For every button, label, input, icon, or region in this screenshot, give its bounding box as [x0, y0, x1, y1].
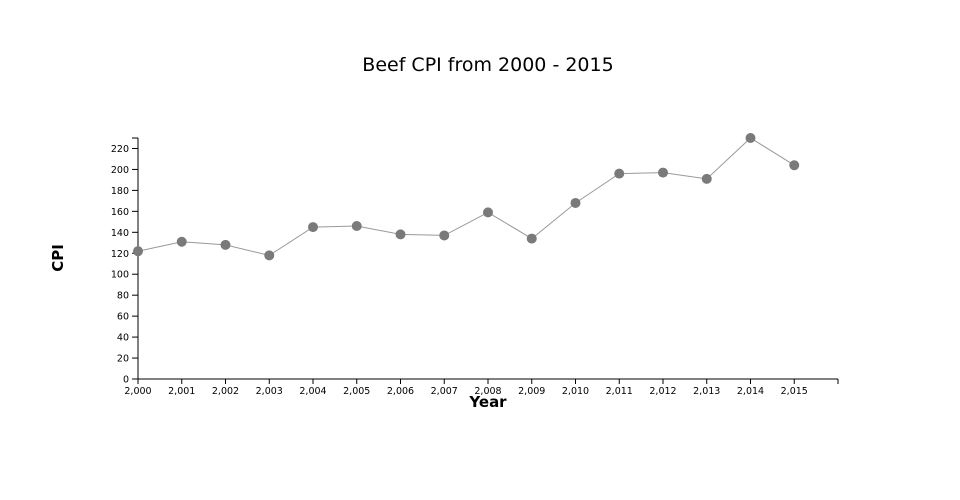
data-point[interactable] [570, 197, 581, 208]
y-tick-label: 0 [123, 375, 129, 386]
data-point[interactable] [395, 229, 406, 240]
y-axis-title: CPI [49, 244, 67, 272]
y-tick-label: 220 [111, 144, 129, 155]
x-tick-label: 2,001 [168, 386, 195, 397]
x-axis-title: Year [468, 393, 507, 411]
y-tick-label: 60 [117, 312, 129, 323]
series-line [137, 137, 795, 256]
data-point[interactable] [176, 236, 187, 247]
data-point[interactable] [308, 222, 318, 233]
y-tick-label: 100 [111, 270, 129, 281]
data-point[interactable] [439, 230, 450, 241]
data-point[interactable] [745, 133, 756, 143]
x-tick-label: 2,008 [474, 386, 501, 397]
data-point[interactable] [526, 233, 537, 244]
data-point[interactable] [264, 250, 275, 261]
y-tick-label: 20 [117, 354, 129, 365]
data-point[interactable] [220, 239, 231, 250]
data-point[interactable] [351, 221, 362, 232]
y-tick-label: 40 [117, 333, 129, 344]
y-tick-label: 160 [111, 207, 129, 218]
x-tick-label: 2,005 [343, 386, 370, 397]
y-tick-label: 80 [117, 291, 129, 302]
x-tick-label: 2,012 [649, 386, 676, 397]
x-tick-label: 2,009 [518, 386, 545, 397]
data-point[interactable] [658, 167, 668, 178]
x-tick-label: 2,015 [781, 386, 808, 397]
x-tick-label: 2,013 [693, 386, 720, 397]
y-tick-label: 120 [111, 249, 129, 260]
y-tick-label: 200 [111, 165, 129, 176]
data-point[interactable] [789, 160, 800, 171]
y-axis-ticks: 0 20 40 60 80 100 120 140 160 180 200 220 [111, 144, 138, 386]
data-point[interactable] [614, 168, 625, 179]
x-tick-label: 2,002 [212, 386, 239, 397]
x-tick-label: 2,007 [431, 386, 458, 397]
x-tick-label: 2,003 [256, 386, 283, 397]
data-point[interactable] [701, 173, 712, 184]
x-tick-label: 2,000 [124, 386, 151, 397]
data-point[interactable] [483, 207, 493, 218]
data-points [133, 133, 800, 261]
x-tick-label: 2,004 [299, 386, 326, 397]
x-tick-label: 2,006 [387, 386, 414, 397]
x-tick-label: 2,011 [606, 386, 633, 397]
x-axis-ticks: 2,000 2,001 2,002 2,003 2,004 2,005 2,006 2,007… [124, 379, 808, 397]
chart-title: Beef CPI from 2000 - 2015 [362, 54, 614, 76]
x-tick-label: 2,010 [562, 386, 589, 397]
data-point[interactable] [133, 246, 143, 257]
x-tick-label: 2,014 [737, 386, 764, 397]
y-tick-label: 140 [111, 228, 129, 239]
y-tick-label: 180 [111, 186, 129, 197]
